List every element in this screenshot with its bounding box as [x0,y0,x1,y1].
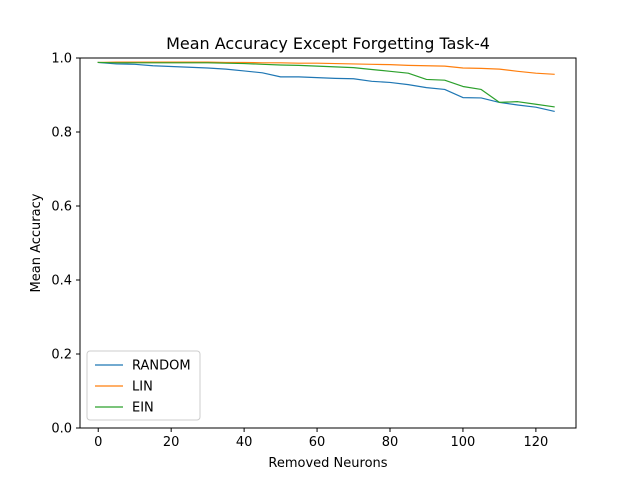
x-tick-label: 40 [236,435,253,450]
x-tick-label: 120 [523,435,548,450]
x-tick-label: 80 [382,435,399,450]
legend: RANDOM LIN EIN [87,351,200,420]
y-tick-label: 0.6 [51,200,72,215]
y-tick-label: 0.2 [51,348,72,363]
y-axis-label: Mean Accuracy [29,193,44,292]
x-axis-ticks: 0 20 40 60 80 100 120 [94,428,548,450]
series-line-lin [98,62,554,74]
x-tick-label: 100 [451,435,476,450]
y-tick-label: 1.0 [51,52,72,67]
plot-lines [98,62,554,111]
x-tick-label: 20 [163,435,180,450]
chart-title: Mean Accuracy Except Forgetting Task-4 [166,34,490,53]
series-line-random [98,62,554,111]
legend-label: RANDOM [132,359,191,374]
y-axis-ticks: 0.0 0.2 0.4 0.6 0.8 1.0 [51,52,80,437]
y-tick-label: 0.0 [51,422,72,437]
legend-label: EIN [132,401,154,416]
x-tick-label: 0 [94,435,102,450]
x-axis-label: Removed Neurons [268,456,387,471]
legend-label: LIN [132,380,153,395]
y-tick-label: 0.4 [51,274,72,289]
x-tick-label: 60 [309,435,326,450]
y-tick-label: 0.8 [51,126,72,141]
